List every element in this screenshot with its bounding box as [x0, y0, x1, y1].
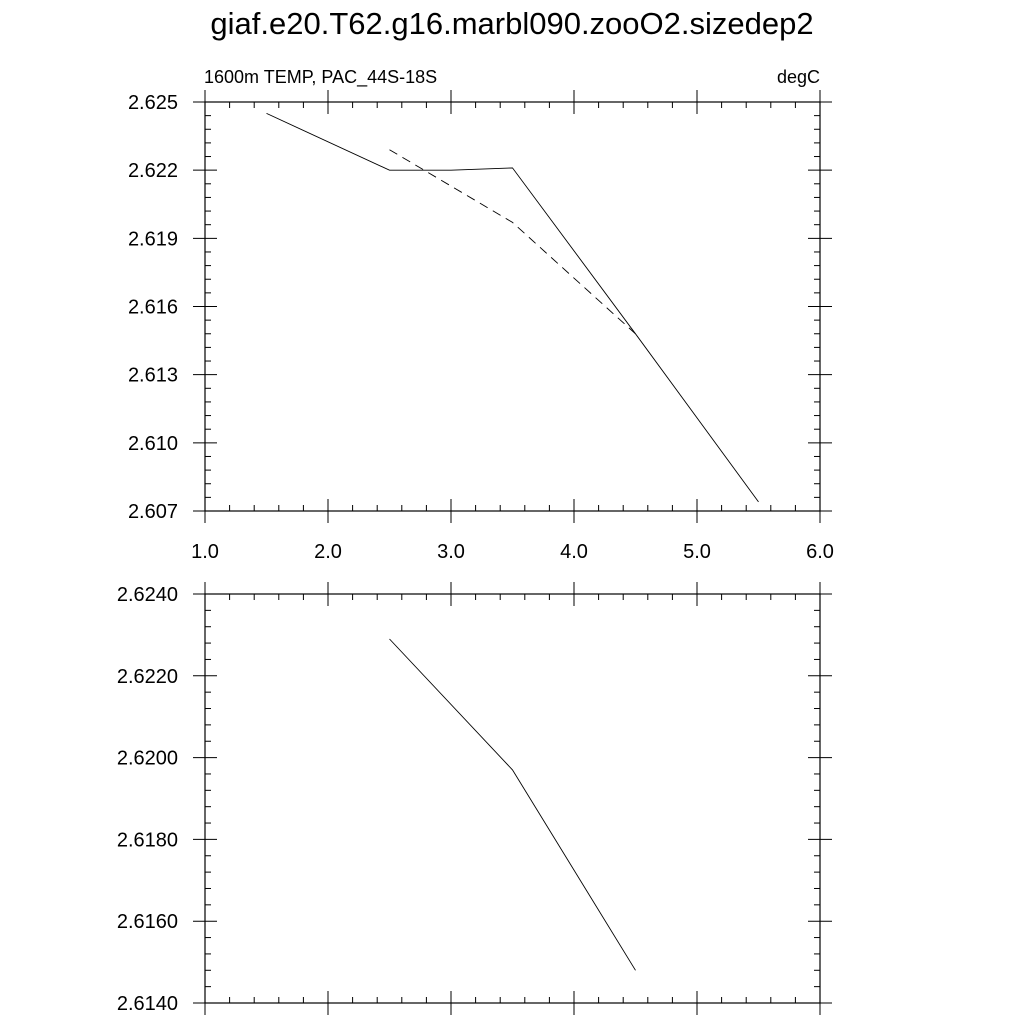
- top-series-line-solid: [266, 112, 759, 503]
- bottom-chart: 2.6240 2.6220 2.6200 2.6180 2.6160 2.6140: [117, 582, 832, 1015]
- top-x-tick-label: 3.0: [437, 541, 465, 563]
- top-chart-left-label: 1600m TEMP, PAC_44S-18S: [204, 67, 437, 88]
- bottom-y-tick-label: 2.6200: [117, 748, 178, 770]
- top-x-tick-label: 5.0: [683, 541, 711, 563]
- top-x-tick-label: 1.0: [191, 541, 219, 563]
- top-series-line-dashed: [389, 149, 636, 335]
- bottom-y-tick-label: 2.6140: [117, 993, 178, 1015]
- top-plot-frame: [204, 101, 821, 512]
- top-x-tick-label: 2.0: [314, 541, 342, 563]
- top-x-tick-label: 4.0: [560, 541, 588, 563]
- top-x-tick-label: 6.0: [806, 541, 834, 563]
- bottom-y-tick-label: 2.6220: [117, 666, 178, 688]
- top-chart-right-label: degC: [777, 67, 820, 87]
- top-y-tick-label: 2.625: [128, 92, 178, 114]
- top-chart: 1600m TEMP, PAC_44S-18S degC 2.625 2.622 2…: [128, 67, 834, 563]
- top-y-tick-label: 2.607: [128, 501, 178, 523]
- bottom-plot-frame: [204, 593, 821, 1004]
- top-y-tick-label: 2.619: [128, 228, 178, 250]
- bottom-y-tick-label: 2.6160: [117, 911, 178, 933]
- top-y-tick-label: 2.616: [128, 297, 178, 319]
- top-y-tick-label: 2.610: [128, 433, 178, 455]
- chart-title: giaf.e20.T62.g16.marbl090.zooO2.sizedep2: [210, 6, 814, 41]
- top-y-tick-label: 2.622: [128, 160, 178, 182]
- bottom-y-tick-label: 2.6240: [117, 584, 178, 606]
- bottom-series-line-solid: [389, 638, 636, 971]
- top-y-tick-label: 2.613: [128, 365, 178, 387]
- bottom-y-tick-label: 2.6180: [117, 829, 178, 851]
